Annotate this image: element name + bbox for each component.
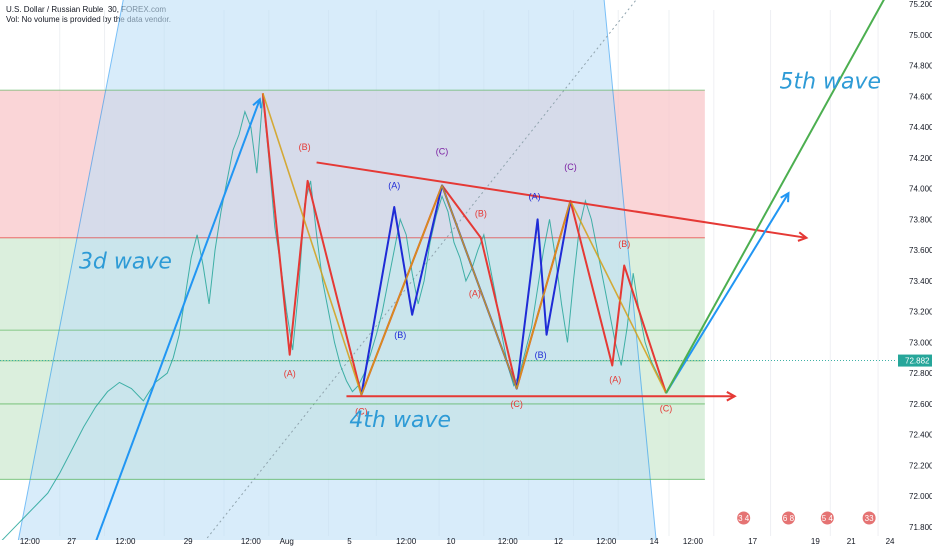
wave-label: (B) [394, 330, 406, 340]
event-badge-label: 33 [865, 514, 874, 523]
x-tick-label: 12 [554, 537, 563, 546]
wave-label: (C) [355, 407, 368, 417]
x-tick-label: 12:00 [498, 537, 519, 546]
y-tick-label: 74.000 [909, 185, 932, 194]
y-tick-label: 73.400 [909, 277, 932, 286]
x-tick-label: Aug [280, 537, 294, 546]
y-tick-label: 72.600 [909, 400, 932, 409]
wave-label: (A) [284, 368, 296, 378]
x-tick-label: 12:00 [241, 537, 262, 546]
x-tick-label: 24 [886, 537, 895, 546]
current-price-badge [898, 354, 932, 367]
event-badge-label: 5 4 [822, 514, 834, 523]
y-tick-label: 73.600 [909, 246, 932, 255]
x-tick-label: 10 [447, 537, 456, 546]
support-arrow-head [726, 391, 737, 402]
x-tick-label: 21 [847, 537, 856, 546]
wave-label: (C) [564, 162, 577, 172]
y-tick-label: 72.400 [909, 431, 932, 440]
channel-band [17, 0, 657, 540]
x-tick-label: 12:00 [396, 537, 417, 546]
wave-label: (A) [609, 374, 621, 384]
x-tick-label: 27 [67, 537, 76, 546]
wave-red [261, 93, 667, 396]
x-tick-label: 12:00 [683, 537, 704, 546]
3d-wave-arrow-head [252, 97, 263, 109]
resistance-arrow [316, 161, 807, 239]
y-tick-label: 72.200 [909, 461, 932, 470]
wave-orange [262, 92, 667, 396]
annotation-2: 5th wave [779, 70, 881, 95]
event-badge-label: 3 4 [738, 514, 750, 523]
price-line [1, 96, 667, 540]
symbol-title: U.S. Dollar / Russian Ruble, 30, FOREX.c… [6, 5, 167, 14]
wave-label: (B) [618, 239, 630, 249]
x-tick-label: 14 [650, 537, 659, 546]
y-tick-label: 73.800 [909, 215, 932, 224]
event-badge-icon [861, 510, 877, 526]
event-badge-icon [780, 510, 796, 526]
wave-label: (C) [660, 404, 673, 414]
event-badge-icon [736, 510, 752, 526]
wave-label: (C) [510, 399, 523, 409]
y-tick-label: 75.200 [909, 0, 932, 9]
x-tick-label: 12:00 [20, 537, 41, 546]
x-tick-label: 17 [748, 537, 757, 546]
wave-label: (B) [535, 350, 547, 360]
y-tick-label: 74.200 [909, 154, 932, 163]
wave-label: (A) [388, 181, 400, 191]
green-trend-line [665, 0, 885, 394]
event-badge-label: 6 8 [783, 514, 795, 523]
y-tick-label: 75.000 [909, 31, 932, 40]
x-tick-label: 5 [347, 537, 352, 546]
x-tick-label: 29 [184, 537, 193, 546]
annotation-0: 3d wave [79, 250, 172, 275]
wave-label: (A) [529, 191, 541, 201]
5th-wave-arrow-head [780, 191, 790, 203]
y-tick-label: 71.800 [909, 523, 932, 532]
wave-label: (C) [436, 147, 449, 157]
wave-label: (B) [475, 208, 487, 218]
current-price-label: 72.882 [905, 357, 930, 366]
y-tick-label: 74.400 [909, 123, 932, 132]
annotation-1: 4th wave [349, 408, 451, 433]
event-badge-icon [819, 510, 835, 526]
y-tick-label: 72.000 [909, 492, 932, 501]
wave-label: (A) [469, 288, 481, 298]
y-tick-label: 73.200 [909, 308, 932, 317]
volume-note: Vol: No volume is provided by the data v… [6, 15, 171, 24]
y-tick-label: 74.800 [909, 62, 932, 71]
chart-legend: U.S. Dollar / Russian Ruble, 30, FOREX.c… [6, 5, 171, 25]
plot-area: (B) (A) (C) (A) (B) (C) (B) (A) (C) (A) (B) (C) (B) (… [0, 0, 896, 540]
x-tick-label: 12:00 [596, 537, 617, 546]
wave-label: (B) [299, 142, 311, 152]
x-tick-label: 12:00 [115, 537, 136, 546]
5th-wave-arrow [665, 192, 790, 394]
y-tick-label: 72.800 [909, 369, 932, 378]
3d-wave-arrow [95, 99, 261, 540]
y-tick-label: 73.000 [909, 338, 932, 347]
y-tick-label: 74.600 [909, 92, 932, 101]
resistance-arrow-head [797, 231, 809, 242]
x-tick-label: 19 [811, 537, 820, 546]
